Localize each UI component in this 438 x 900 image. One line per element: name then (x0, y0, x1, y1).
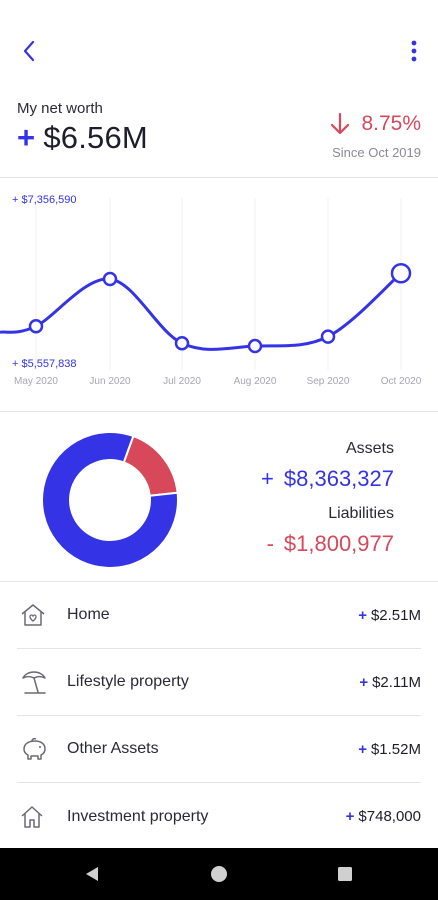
net-worth-sign: + (17, 120, 36, 155)
liabilities-value: - $1,800,977 (267, 531, 394, 557)
liabilities-amount: $1,800,977 (283, 531, 394, 556)
list-item-value: + $2.51M (358, 607, 421, 624)
x-tick-label: May 2020 (14, 376, 58, 387)
nav-back-button[interactable] (82, 864, 102, 884)
beach-umbrella-icon (19, 667, 55, 697)
assets-liabilities-donut (41, 431, 179, 569)
list-item-label: Lifestyle property (67, 673, 189, 690)
liabilities-sign: - (266, 531, 274, 556)
nav-recents-button[interactable] (335, 864, 355, 884)
more-options-button[interactable] (402, 34, 426, 68)
chevron-left-icon (23, 40, 35, 62)
circle-home-icon (211, 866, 227, 882)
value-sign: + (359, 673, 369, 691)
list-item-home[interactable]: Home + $2.51M (17, 582, 421, 649)
x-tick-label: Oct 2020 (381, 376, 422, 387)
liabilities-label: Liabilities (328, 505, 394, 522)
data-point[interactable] (390, 263, 412, 284)
x-tick-label: Jun 2020 (89, 376, 131, 387)
liabilities-slice (122, 434, 179, 497)
data-point[interactable] (174, 335, 190, 351)
net-worth-change: 8.75% (329, 112, 421, 136)
triangle-back-icon (86, 867, 98, 881)
value-sign: + (345, 808, 355, 825)
x-tick-label: Jul 2020 (163, 376, 201, 387)
list-item-value: + $1.52M (358, 741, 421, 758)
line-chart-svg: May 2020 Jun 2020 Jul 2020 Aug 2020 Sep 2020… (0, 198, 422, 387)
list-item-label: Home (67, 606, 110, 623)
value-amount: $2.51M (370, 606, 421, 624)
change-percentage: 8.75% (361, 112, 421, 135)
data-point[interactable] (247, 338, 263, 354)
top-bar (0, 0, 438, 96)
since-label: Since Oct 2019 (332, 145, 421, 160)
axis-min-label: + $5,557,838 (12, 358, 77, 370)
house-heart-icon (19, 600, 55, 630)
x-tick-label: Aug 2020 (234, 376, 277, 387)
piggy-bank-icon (19, 734, 55, 764)
list-item-investment-property[interactable]: Investment property + $748,000 (17, 783, 421, 850)
list-item-value: + $2.11M (359, 674, 421, 691)
system-navigation-bar (0, 848, 438, 900)
net-worth-amount: $6.56M (43, 120, 148, 155)
net-worth-label: My net worth (17, 100, 103, 117)
value-amount: $748,000 (358, 808, 421, 825)
back-button[interactable] (12, 34, 46, 68)
assets-slice (41, 431, 179, 569)
arrow-down-icon (331, 112, 350, 135)
list-item-other-assets[interactable]: Other Assets + $1.52M (17, 716, 421, 783)
list-item-label: Investment property (67, 807, 209, 825)
list-item-label: Other Assets (67, 740, 159, 757)
value-amount: $2.11M (372, 673, 421, 691)
series-line (0, 272, 402, 351)
vertical-dots-icon (411, 40, 417, 62)
assets-sign: + (261, 466, 274, 491)
data-point[interactable] (320, 329, 336, 344)
value-sign: + (358, 606, 367, 624)
axis-max-label: + $7,356,590 (12, 194, 77, 206)
asset-list: Home + $2.51M Lifestyle property + $2.11M … (0, 582, 438, 850)
net-worth-chart: May 2020 Jun 2020 Jul 2020 Aug 2020 Sep 2020… (0, 178, 438, 412)
square-recents-icon (338, 867, 352, 881)
net-worth-value: + $6.56M (17, 120, 148, 156)
nav-home-button[interactable] (209, 864, 229, 884)
assets-value: + $8,363,327 (261, 466, 394, 492)
assets-liabilities-section: Assets + $8,363,327 Liabilities - $1,800,9… (0, 412, 438, 582)
list-item-value: + $748,000 (346, 808, 421, 825)
assets-label: Assets (345, 440, 394, 457)
data-point[interactable] (28, 318, 44, 334)
list-item-lifestyle-property[interactable]: Lifestyle property + $2.11M (17, 649, 421, 716)
house-icon (19, 802, 55, 832)
value-amount: $1.52M (370, 740, 421, 758)
assets-amount: $8,363,327 (283, 466, 394, 491)
value-sign: + (358, 740, 367, 758)
x-tick-label: Sep 2020 (307, 376, 350, 387)
net-worth-summary: My net worth + $6.56M 8.75% Since Oct 201… (0, 96, 438, 178)
data-point[interactable] (102, 271, 118, 287)
